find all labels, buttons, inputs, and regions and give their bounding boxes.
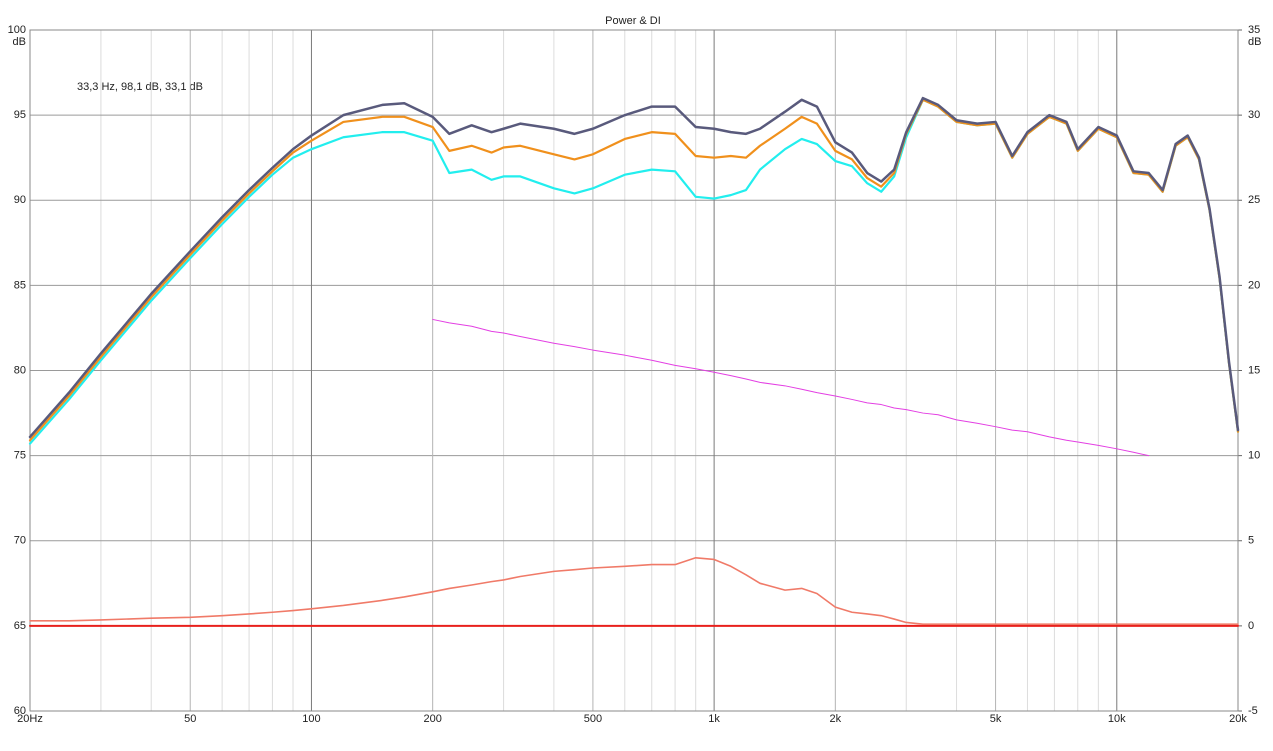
y-axis-unit: dB	[13, 36, 26, 48]
x-tick-label: 20k	[1229, 713, 1247, 725]
y-tick-label: 100	[8, 24, 26, 36]
y-tick-label: 95	[14, 109, 26, 121]
y2-tick-label: 30	[1248, 109, 1260, 121]
x-tick-label: 2k	[830, 713, 842, 725]
chart-title: Power & DI	[605, 15, 661, 27]
y2-tick-label: -5	[1248, 705, 1258, 717]
x-tick-label: 20Hz	[17, 713, 43, 725]
x-tick-label: 5k	[990, 713, 1002, 725]
y2-tick-label: 25	[1248, 194, 1260, 206]
annotation: 33,3 Hz, 98,1 dB, 33,1 dB	[77, 81, 203, 93]
x-tick-label: 10k	[1108, 713, 1126, 725]
series-line	[29, 556, 1239, 625]
y-tick-label: 80	[14, 364, 26, 376]
y2-tick-label: 10	[1248, 450, 1260, 462]
plot-border	[29, 29, 1239, 712]
x-tick-label: 50	[184, 713, 196, 725]
y2-tick-label: 35	[1248, 24, 1260, 36]
series-line	[432, 318, 1150, 457]
x-tick-label: 500	[584, 713, 602, 725]
x-tick-label: 100	[302, 713, 320, 725]
y-tick-label: 75	[14, 450, 26, 462]
y2-tick-label: 20	[1248, 279, 1260, 291]
y-tick-label: 90	[14, 194, 26, 206]
y-tick-label: 65	[14, 620, 26, 632]
y-tick-label: 60	[14, 705, 26, 717]
y2-tick-label: 0	[1248, 620, 1254, 632]
y2-tick-label: 5	[1248, 535, 1254, 547]
x-tick-label: 1k	[708, 713, 720, 725]
x-tick-label: 200	[423, 713, 441, 725]
y2-axis-unit: dB	[1248, 36, 1261, 48]
y-tick-label: 70	[14, 535, 26, 547]
y2-tick-label: 15	[1248, 364, 1260, 376]
y-tick-label: 85	[14, 279, 26, 291]
series-line	[28, 96, 1240, 439]
